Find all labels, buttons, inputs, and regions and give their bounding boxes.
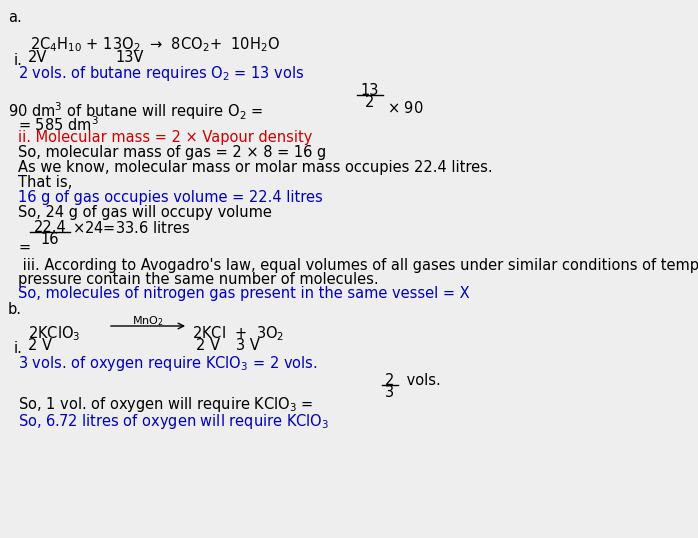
Text: a.: a. (8, 10, 22, 25)
Text: iii. According to Avogadro's law, equal volumes of all gases under similar condi: iii. According to Avogadro's law, equal … (18, 258, 698, 273)
Text: 90 dm$^3$ of butane will require O$_2$ =: 90 dm$^3$ of butane will require O$_2$ = (8, 100, 265, 122)
Text: i.: i. (14, 53, 23, 68)
Text: =: = (18, 240, 30, 255)
Text: 2: 2 (365, 95, 375, 110)
Text: pressure contain the same number of molecules.: pressure contain the same number of mole… (18, 272, 378, 287)
Text: 2: 2 (385, 373, 394, 388)
Text: 13: 13 (361, 83, 379, 98)
Text: $\times$24=33.6 litres: $\times$24=33.6 litres (72, 220, 191, 236)
Text: $\mathregular{2KCl}$  +  $\mathregular{3O_2}$: $\mathregular{2KCl}$ + $\mathregular{3O_… (192, 324, 284, 343)
Text: $\times$ 90: $\times$ 90 (387, 100, 424, 116)
Text: 2 V: 2 V (196, 338, 220, 353)
Text: 3: 3 (385, 385, 394, 400)
Text: So, 6.72 litres of oxygen will require KClO$_3$: So, 6.72 litres of oxygen will require K… (18, 412, 329, 431)
Text: As we know, molecular mass or molar mass occupies 22.4 litres.: As we know, molecular mass or molar mass… (18, 160, 493, 175)
Text: $\mathregular{2KClO_3}$: $\mathregular{2KClO_3}$ (28, 324, 80, 343)
Text: ii. Molecular mass = 2 × Vapour density: ii. Molecular mass = 2 × Vapour density (18, 130, 313, 145)
Text: So, 1 vol. of oxygen will require KClO$_3$ =: So, 1 vol. of oxygen will require KClO$_… (18, 395, 315, 414)
Text: That is,: That is, (18, 175, 73, 190)
Text: 2 vols. of butane requires O$_2$ = 13 vols: 2 vols. of butane requires O$_2$ = 13 vo… (18, 64, 304, 83)
Text: 13V: 13V (115, 50, 143, 65)
Text: = 585 dm$^3$: = 585 dm$^3$ (18, 115, 99, 134)
Text: 16 g of gas occupies volume = 22.4 litres: 16 g of gas occupies volume = 22.4 litre… (18, 190, 322, 205)
Text: 22.4: 22.4 (34, 220, 66, 235)
Text: $\mathregular{2C_4H_{10}}$ + $\mathregular{13O_2}$  →  $\mathregular{8CO_2}$+  $: $\mathregular{2C_4H_{10}}$ + $\mathregul… (30, 35, 280, 54)
Text: 3 vols. of oxygen require KClO$_3$ = 2 vols.: 3 vols. of oxygen require KClO$_3$ = 2 v… (18, 354, 318, 373)
Text: 2V: 2V (28, 50, 47, 65)
Text: $\mathregular{MnO_2}$: $\mathregular{MnO_2}$ (132, 314, 164, 328)
Text: So, 24 g of gas will occupy volume: So, 24 g of gas will occupy volume (18, 205, 272, 220)
Text: 3 V: 3 V (236, 338, 260, 353)
Text: So, molecules of nitrogen gas present in the same vessel = X: So, molecules of nitrogen gas present in… (18, 286, 470, 301)
Text: So, molecular mass of gas = 2 × 8 = 16 g: So, molecular mass of gas = 2 × 8 = 16 g (18, 145, 326, 160)
Text: i.: i. (14, 341, 23, 356)
Text: 16: 16 (40, 232, 59, 247)
Text: b.: b. (8, 302, 22, 317)
Text: vols.: vols. (402, 373, 440, 388)
Text: 2 V: 2 V (28, 338, 52, 353)
